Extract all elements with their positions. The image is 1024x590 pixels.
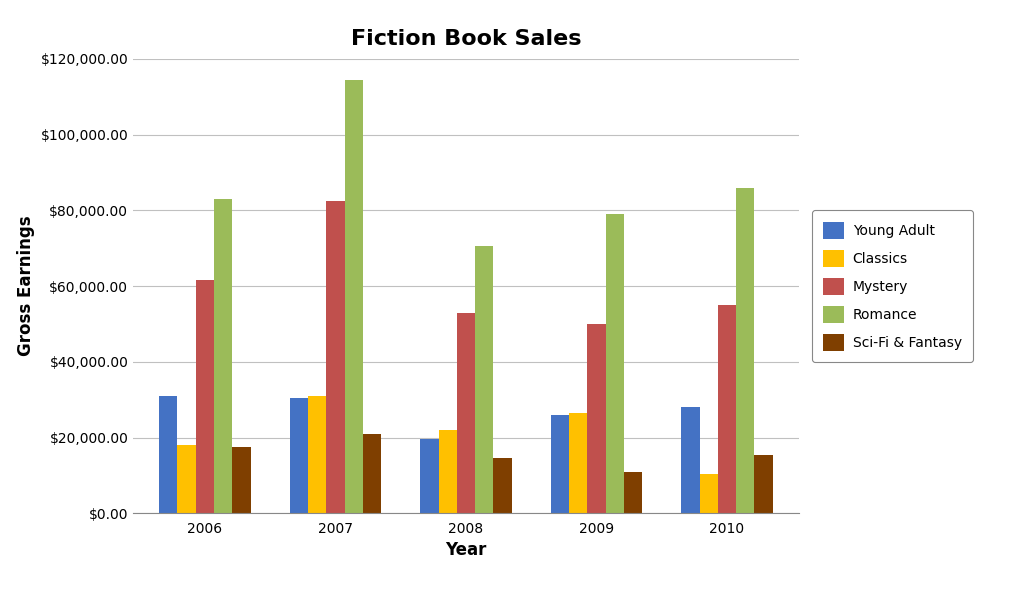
Bar	[755, 455, 773, 513]
Bar	[699, 474, 718, 513]
Bar	[475, 247, 494, 513]
Bar	[438, 430, 457, 513]
X-axis label: Year: Year	[445, 541, 486, 559]
Bar	[362, 434, 381, 513]
Bar	[605, 214, 624, 513]
Bar	[681, 407, 699, 513]
Bar	[214, 199, 232, 513]
Bar	[736, 188, 755, 513]
Bar	[457, 313, 475, 513]
Bar	[494, 458, 512, 513]
Bar	[624, 471, 642, 513]
Y-axis label: Gross Earnings: Gross Earnings	[17, 216, 35, 356]
Bar	[232, 447, 251, 513]
Bar	[290, 398, 308, 513]
Bar	[159, 396, 177, 513]
Bar	[588, 324, 605, 513]
Bar	[308, 396, 327, 513]
Bar	[177, 445, 196, 513]
Bar	[344, 80, 362, 513]
Bar	[196, 280, 214, 513]
Title: Fiction Book Sales: Fiction Book Sales	[350, 29, 582, 49]
Bar	[551, 415, 569, 513]
Legend: Young Adult, Classics, Mystery, Romance, Sci-Fi & Fantasy: Young Adult, Classics, Mystery, Romance,…	[812, 211, 973, 362]
Bar	[718, 305, 736, 513]
Bar	[420, 440, 438, 513]
Bar	[569, 413, 588, 513]
Bar	[327, 201, 344, 513]
